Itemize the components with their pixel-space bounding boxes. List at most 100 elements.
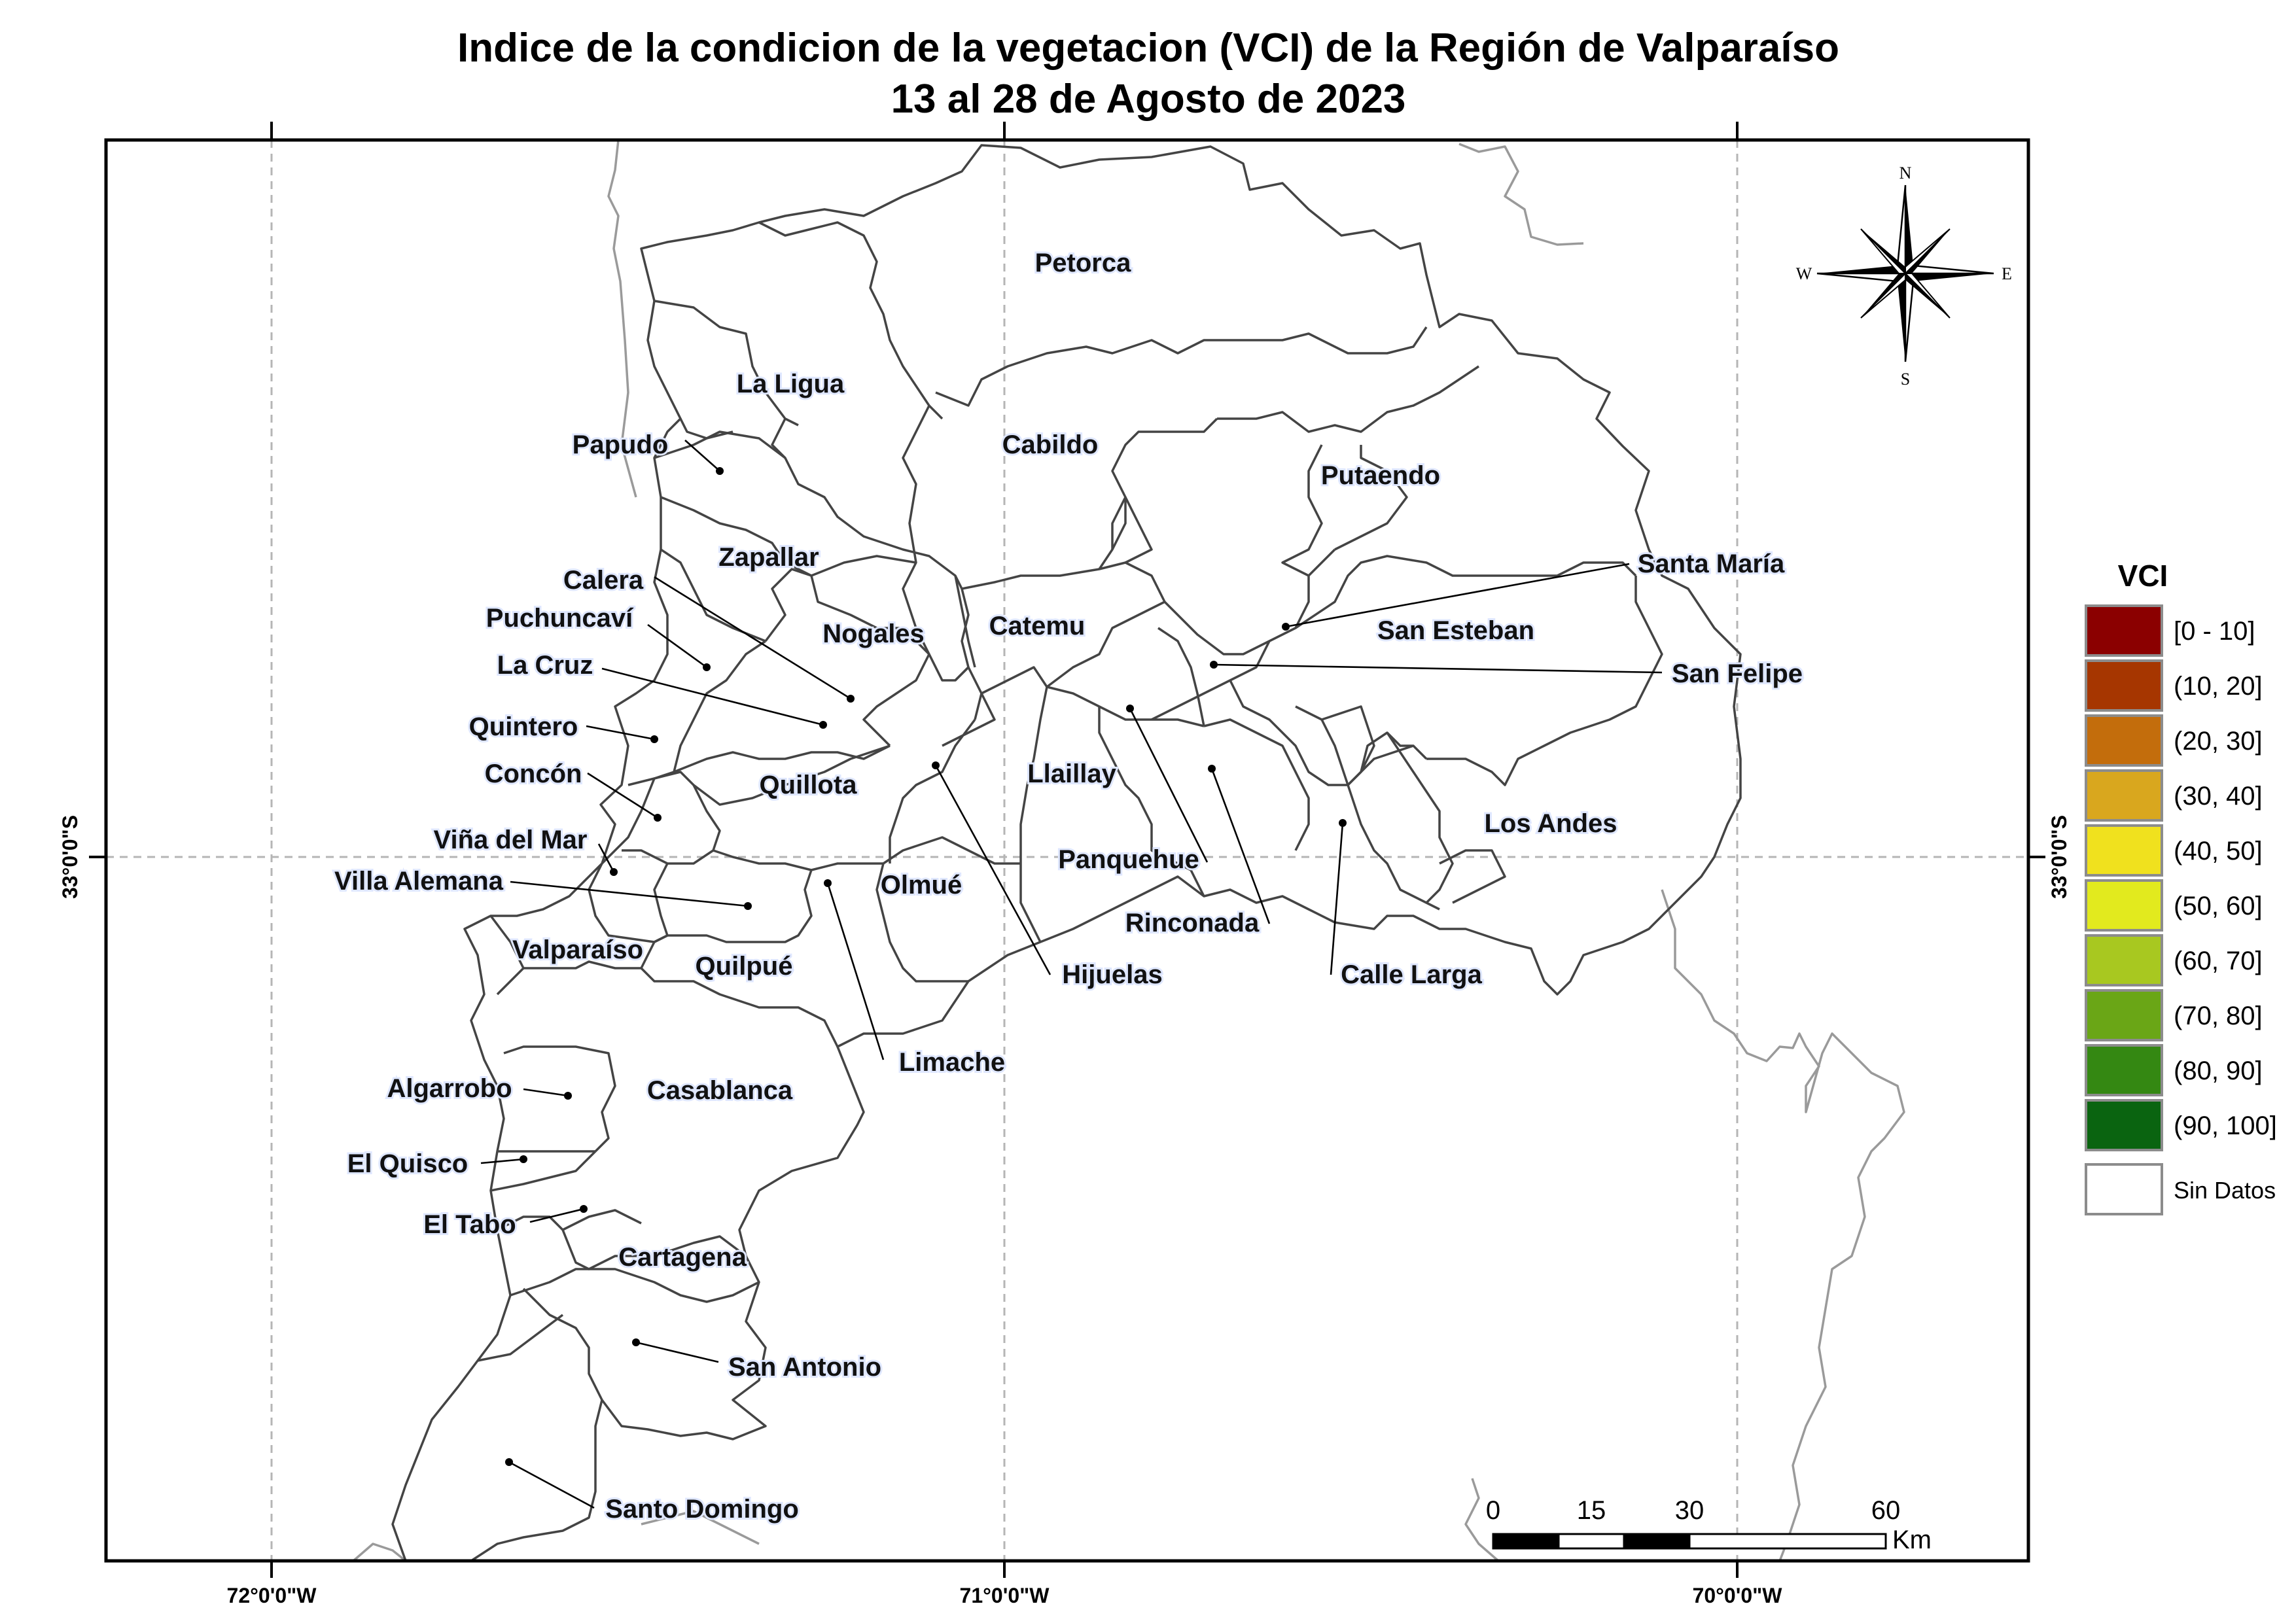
compass-e: E	[2002, 264, 2012, 283]
legend-label-4: (40, 50]	[2174, 837, 2263, 865]
boundary-34	[1426, 576, 1663, 786]
label-rinconada: Rinconada	[1125, 909, 1260, 937]
legend-swatch-4	[2085, 824, 2163, 877]
scale-unit: Km	[1892, 1526, 1932, 1554]
legend-swatch-3	[2085, 769, 2163, 822]
legend-items: [0 - 10] (10, 20] (20, 30] (30, 40] (40, 50]…	[2085, 604, 2277, 1151]
leader-santo-domingo	[508, 1461, 595, 1509]
point-san-antonio	[632, 1338, 640, 1346]
boundary-32	[1347, 744, 1440, 911]
leader-concon	[587, 772, 658, 819]
label-cabildo: Cabildo	[1002, 430, 1099, 459]
boundary-47	[588, 863, 668, 943]
boundary-22	[974, 666, 1048, 720]
leader-quintero	[586, 725, 655, 741]
leader-papudo	[684, 440, 720, 472]
boundary-25	[1281, 444, 1323, 577]
label-quillota: Quillota	[760, 771, 858, 799]
legend-swatch-6	[2085, 934, 2163, 986]
boundary-9	[660, 548, 766, 642]
boundary-43	[875, 863, 968, 983]
legend-label-sin-datos: Sin Datos	[2174, 1177, 2276, 1204]
boundary-24	[1295, 555, 1637, 629]
leader-el-tabo	[529, 1208, 584, 1223]
legend-label-8: (80, 90]	[2174, 1056, 2263, 1085]
label-cartagena: Cartagena	[618, 1243, 747, 1272]
point-calera	[847, 695, 855, 703]
point-la-cruz	[819, 721, 827, 729]
label-san-esteban: San Esteban	[1377, 616, 1534, 645]
point-el-quisco	[520, 1155, 527, 1163]
boundary-58	[522, 1287, 603, 1401]
compass-n: N	[1899, 164, 1912, 183]
border-south-east	[1464, 1478, 1500, 1561]
boundary-53	[490, 1150, 597, 1192]
boundary-33	[1386, 732, 1454, 904]
leader-villa-alemana	[510, 881, 749, 907]
point-algarrobo	[564, 1092, 572, 1100]
leader-el-quisco	[480, 1158, 524, 1164]
boundary-27	[1157, 627, 1205, 727]
point-rinconada	[1208, 765, 1216, 773]
boundary-48	[640, 941, 839, 1047]
boundary-60	[654, 744, 891, 780]
comuna-boundaries	[391, 144, 1742, 1561]
scale-seg-3	[1623, 1533, 1691, 1550]
leader-puchuncavi	[647, 623, 707, 669]
scale-tick-60: 60	[1871, 1496, 1901, 1525]
label-san-antonio: San Antonio	[728, 1353, 881, 1382]
boundary-39	[889, 718, 976, 864]
scale-seg-2	[1557, 1533, 1625, 1550]
legend-label-3: (30, 40]	[2174, 782, 2263, 811]
boundary-61	[673, 640, 766, 773]
legend-swatch-9	[2085, 1099, 2163, 1151]
legend-title: VCI	[2118, 559, 2168, 593]
leader-rinconada	[1210, 768, 1271, 924]
label-panquehue: Panquehue	[1058, 845, 1199, 874]
label-limache: Limache	[899, 1048, 1005, 1077]
boundary-16	[1098, 417, 1218, 570]
border-south-west	[352, 1543, 407, 1561]
coast-border-north	[607, 140, 637, 498]
map-frame: Petorca La Ligua Papudo Cabildo Putaendo…	[104, 138, 2030, 1563]
point-calle-larga	[1339, 819, 1347, 827]
leader-calle-larga	[1330, 822, 1344, 975]
label-olmue: Olmué	[881, 871, 962, 899]
boundary-8	[660, 496, 812, 577]
map-title-line2: 13 al 28 de Agosto de 2023	[891, 77, 1406, 122]
neighbour-borders	[352, 140, 1905, 1561]
legend-label-9: (90, 100]	[2174, 1111, 2277, 1140]
map-title-line1: Indice de la condicion de la vegetacion …	[457, 26, 1839, 71]
label-vina-del-mar: Viña del Mar	[434, 826, 588, 854]
leader-san-felipe	[1213, 663, 1663, 674]
label-hijuelas: Hijuelas	[1062, 960, 1162, 989]
point-villa-alemana	[744, 902, 752, 910]
label-catemu: Catemu	[989, 612, 1086, 640]
boundary-59	[477, 1314, 564, 1362]
label-concon: Concón	[485, 759, 582, 788]
legend-swatch-sin-datos	[2085, 1163, 2163, 1215]
point-quintero	[650, 735, 658, 743]
point-san-felipe	[1210, 661, 1218, 669]
boundary-5	[902, 405, 930, 655]
label-el-quisco: El Quisco	[347, 1149, 468, 1178]
scale-tick-30: 30	[1675, 1496, 1704, 1525]
label-puchuncavi: Puchuncaví	[486, 604, 634, 633]
boundary-49	[489, 915, 641, 969]
boundary-21	[1151, 640, 1271, 721]
lat-label-right: 33°0'0"S	[2047, 815, 2071, 899]
label-santo-domingo: Santo Domingo	[605, 1495, 799, 1524]
point-el-tabo	[580, 1205, 588, 1213]
leader-san-antonio	[635, 1341, 719, 1363]
scale-seg-4	[1688, 1533, 1887, 1550]
lat-label-left: 33°0'0"S	[58, 815, 82, 899]
label-zapallar: Zapallar	[718, 543, 819, 572]
label-putaendo: Putaendo	[1321, 461, 1440, 490]
boundary-15	[954, 588, 970, 682]
argentina-border-south	[1661, 889, 1905, 1561]
scale-tick-15: 15	[1577, 1496, 1606, 1525]
scale-tick-0: 0	[1486, 1496, 1500, 1525]
leader-la-cruz	[601, 667, 824, 726]
boundary-35	[1439, 849, 1506, 904]
label-llaillay: Llaillay	[1027, 759, 1116, 788]
